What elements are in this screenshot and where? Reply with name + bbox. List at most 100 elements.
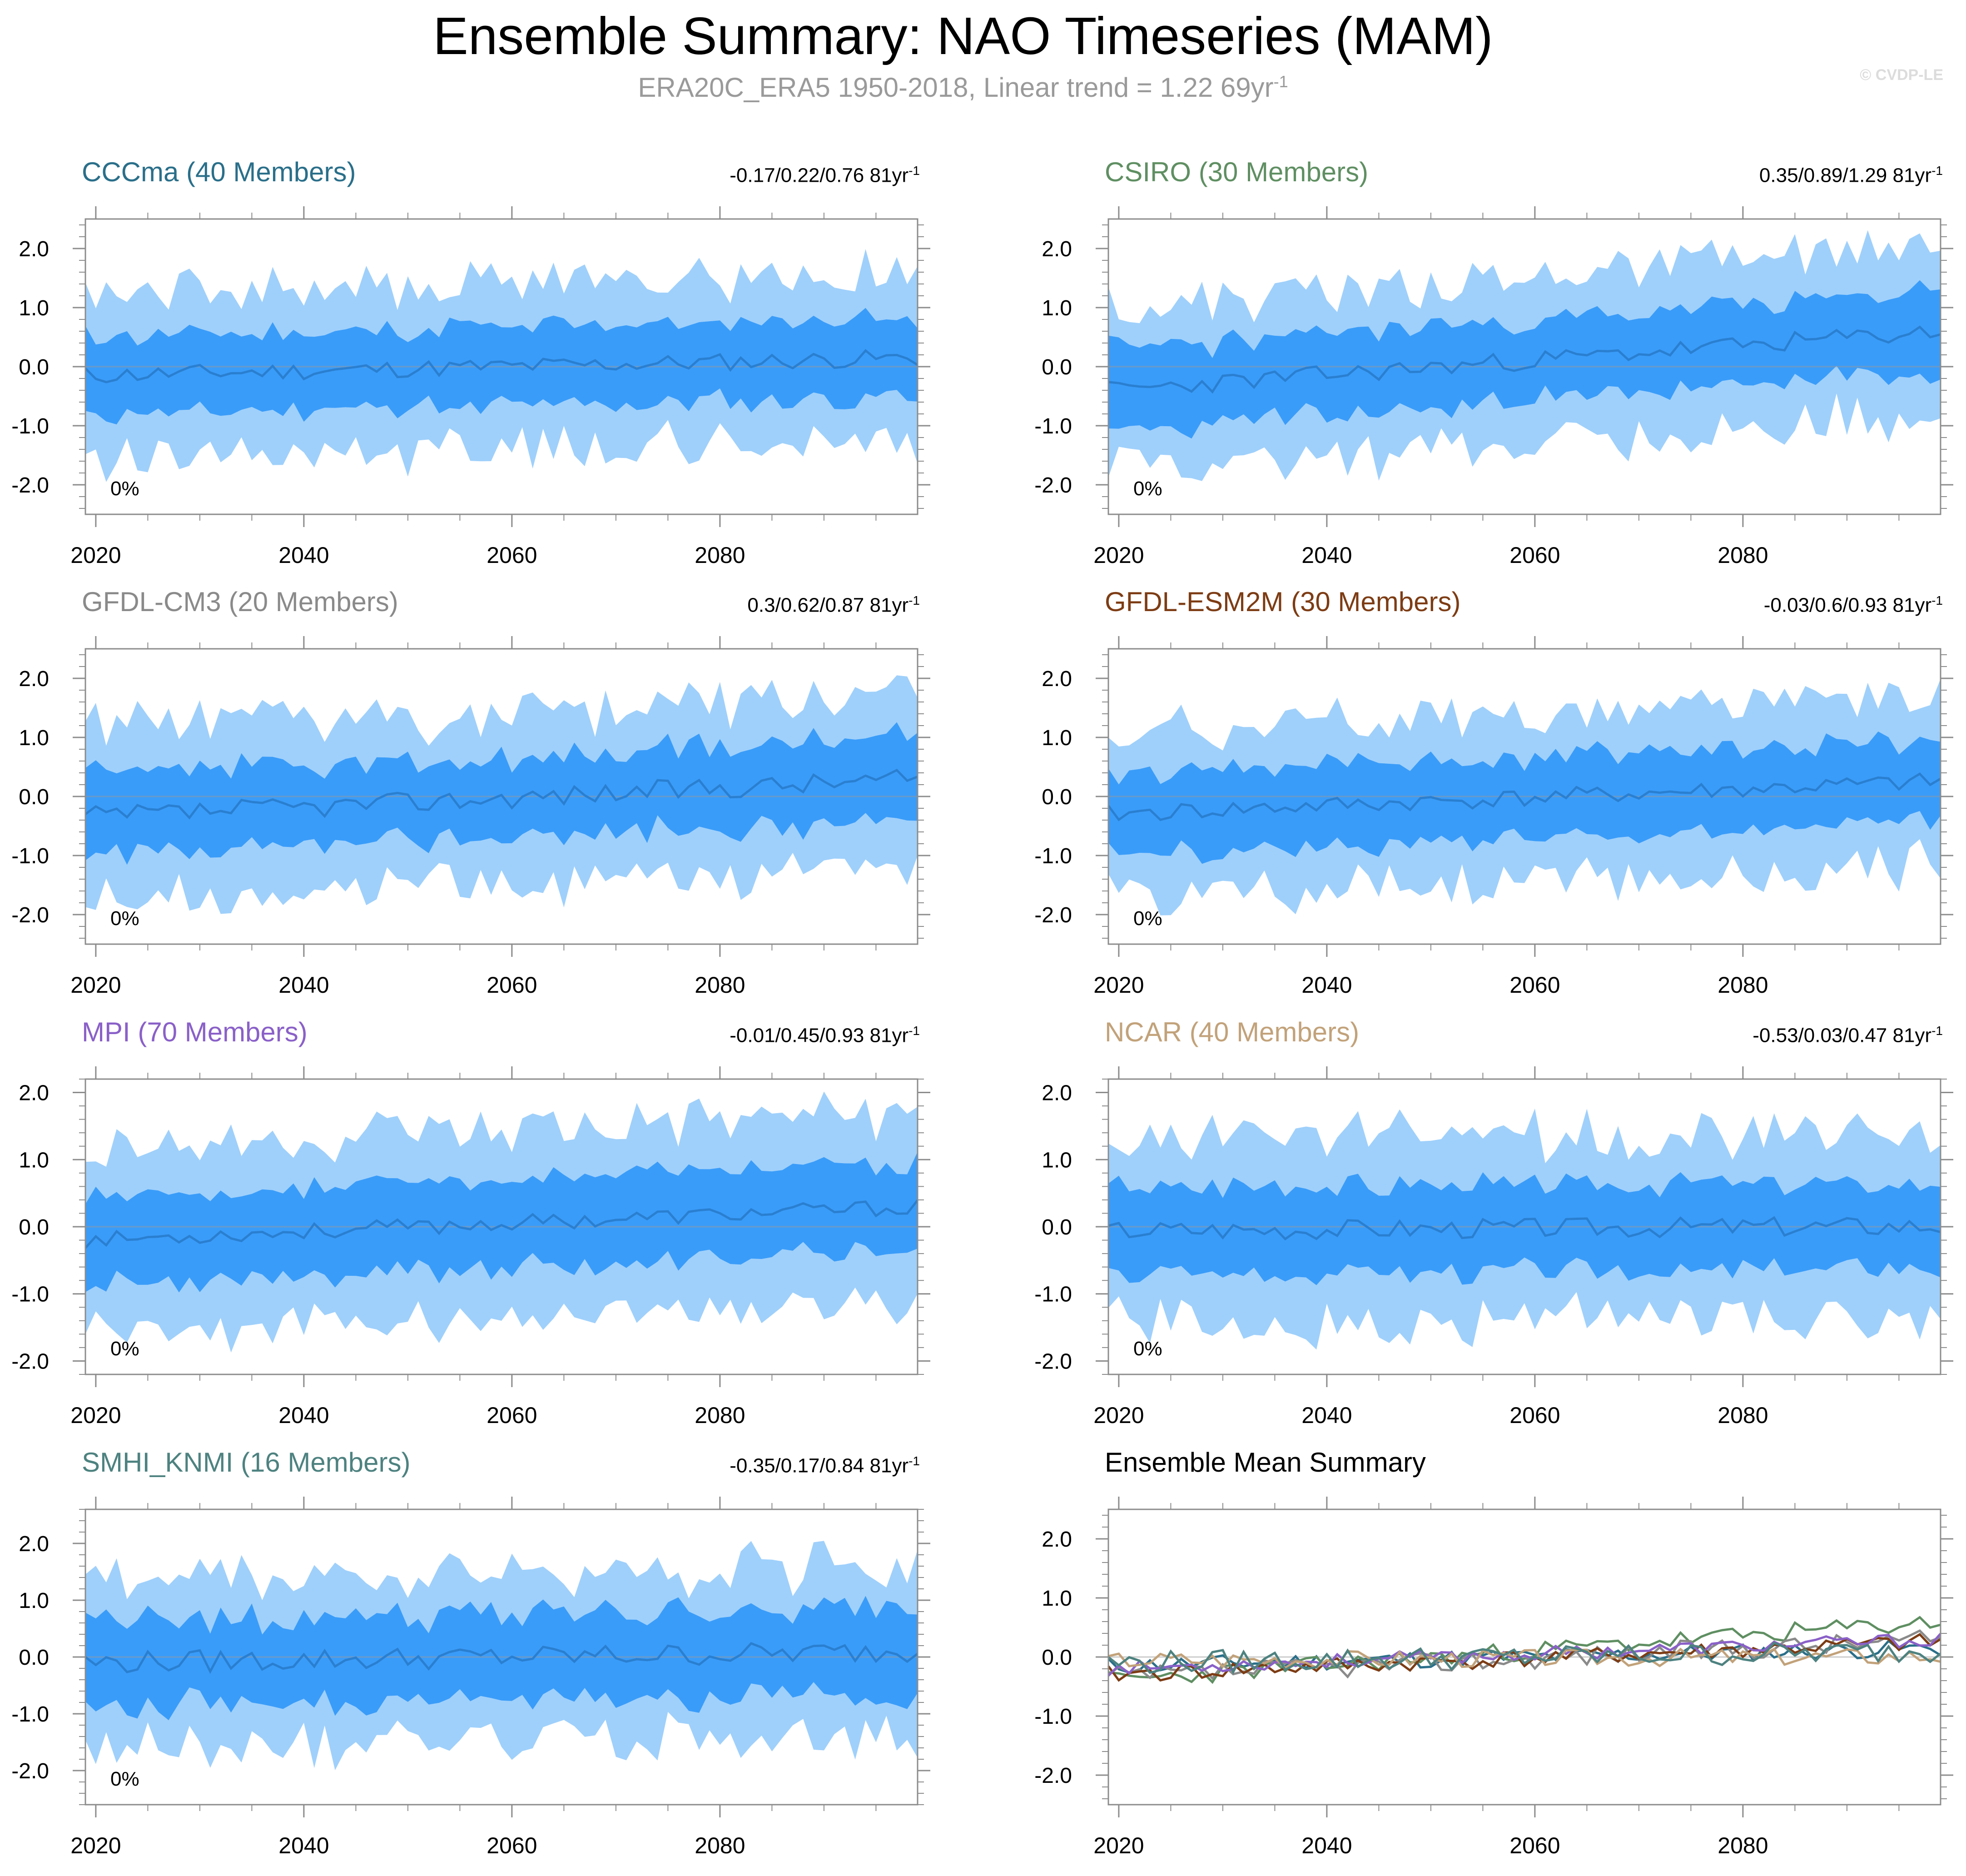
- y-tick-label: 2.0: [1042, 667, 1072, 691]
- panel-stat-exponent: -1: [909, 593, 920, 607]
- percent-label: 0%: [110, 907, 139, 930]
- x-tick-label: 2060: [487, 1833, 537, 1858]
- chart-panel-3: 0% 2.0 1.0 0.0 -1.0 -2.0 2020 2040 2060 2080: [11, 636, 930, 998]
- x-tick-label: 2060: [487, 542, 537, 568]
- y-tick-label: 1.0: [1042, 1587, 1072, 1611]
- y-tick-label: 0.0: [19, 355, 49, 379]
- x-tick-label: 2020: [70, 1833, 121, 1858]
- y-tick-label: 0.0: [1042, 355, 1072, 379]
- x-tick-label: 2080: [695, 1833, 745, 1858]
- y-tick-label: -2.0: [11, 903, 49, 927]
- inner-spread-band: [1108, 280, 1941, 439]
- y-tick-label: 2.0: [19, 237, 49, 261]
- x-tick-label: 2020: [70, 972, 121, 998]
- y-tick-label: 0.0: [1042, 1215, 1072, 1239]
- panel-stat-1: -0.17/0.22/0.76 81yr-1: [511, 164, 920, 187]
- chart-panel-4: 0% 2.0 1.0 0.0 -1.0 -2.0 2020 2040 2060 2080: [1034, 636, 1953, 998]
- panel-stat-4: -0.03/0.6/0.93 81yr-1: [1534, 593, 1943, 617]
- x-tick-label: 2020: [1093, 1403, 1144, 1428]
- x-tick-label: 2080: [1718, 1833, 1768, 1858]
- panel-title-4: GFDL-ESM2M (30 Members): [1105, 587, 1461, 617]
- panel-stat-text: -0.53/0.03/0.47 81yr: [1753, 1024, 1932, 1047]
- x-tick-label: 2080: [695, 972, 745, 998]
- y-tick-label: -2.0: [1034, 1349, 1072, 1373]
- chart-panel-6: 0% 2.0 1.0 0.0 -1.0 -2.0 2020 2040 2060 2080: [1034, 1066, 1953, 1428]
- x-tick-label: 2060: [1509, 1403, 1560, 1428]
- percent-label: 0%: [110, 1338, 139, 1360]
- x-tick-label: 2040: [1301, 1403, 1352, 1428]
- panel-stat-exponent: -1: [909, 164, 920, 178]
- panel-title-8: Ensemble Mean Summary: [1105, 1447, 1426, 1478]
- y-tick-label: -1.0: [11, 414, 49, 438]
- inner-spread-band: [1108, 731, 1941, 864]
- y-tick-label: 1.0: [1042, 726, 1072, 750]
- panel-stat-2: 0.35/0.89/1.29 81yr-1: [1534, 164, 1943, 187]
- y-tick-label: 2.0: [19, 667, 49, 691]
- panel-stat-5: -0.01/0.45/0.93 81yr-1: [511, 1024, 920, 1047]
- x-tick-label: 2080: [1718, 972, 1768, 998]
- panel-stat-7: -0.35/0.17/0.84 81yr-1: [511, 1454, 920, 1478]
- panel-title-5: MPI (70 Members): [82, 1017, 308, 1047]
- chart-panel-5: 0% 2.0 1.0 0.0 -1.0 -2.0 2020 2040 2060 2080: [11, 1066, 930, 1428]
- y-tick-label: 2.0: [1042, 1081, 1072, 1105]
- x-tick-label: 2060: [1509, 1833, 1560, 1858]
- y-tick-label: 1.0: [1042, 296, 1072, 320]
- x-tick-label: 2020: [1093, 542, 1144, 568]
- panel-stat-3: 0.3/0.62/0.87 81yr-1: [511, 593, 920, 617]
- y-tick-label: 1.0: [1042, 1148, 1072, 1172]
- panel-stat-exponent: -1: [1931, 593, 1943, 607]
- y-tick-label: -2.0: [11, 1349, 49, 1373]
- percent-label: 0%: [1133, 1338, 1162, 1360]
- y-tick-label: -2.0: [11, 473, 49, 498]
- chart-panel-2: 0% 2.0 1.0 0.0 -1.0 -2.0 2020 2040 2060 2080: [1034, 206, 1953, 568]
- panel-stat-exponent: -1: [909, 1024, 920, 1038]
- panel-title-7: SMHI_KNMI (16 Members): [82, 1447, 411, 1478]
- inner-spread-band: [85, 1152, 918, 1293]
- panel-stat-text: -0.17/0.22/0.76 81yr: [730, 164, 909, 187]
- y-tick-label: 1.0: [19, 1148, 49, 1172]
- x-tick-label: 2040: [278, 972, 329, 998]
- panel-stat-text: 0.3/0.62/0.87 81yr: [747, 594, 909, 617]
- series-line-mpi: [1107, 1632, 1941, 1677]
- x-tick-label: 2060: [1509, 972, 1560, 998]
- ensemble-mean-line: [84, 1642, 918, 1674]
- y-tick-label: -2.0: [1034, 903, 1072, 927]
- percent-label: 0%: [110, 1768, 139, 1790]
- y-tick-label: 0.0: [1042, 785, 1072, 809]
- chart-panel-7: 0% 2.0 1.0 0.0 -1.0 -2.0 2020 2040 2060 2080: [11, 1497, 930, 1858]
- ensemble-mean-line: [1107, 772, 1941, 821]
- y-tick-label: 0.0: [19, 1215, 49, 1239]
- y-tick-label: 2.0: [19, 1081, 49, 1105]
- panel-stat-text: 0.35/0.89/1.29 81yr: [1759, 164, 1932, 187]
- y-tick-label: -1.0: [1034, 844, 1072, 868]
- y-tick-label: 2.0: [19, 1532, 49, 1556]
- y-tick-label: 0.0: [1042, 1646, 1072, 1670]
- y-tick-label: 1.0: [19, 1589, 49, 1613]
- ensemble-mean-line: [1108, 1216, 1941, 1241]
- x-tick-label: 2040: [278, 1833, 329, 1858]
- y-tick-label: 1.0: [19, 726, 49, 750]
- x-tick-label: 2080: [1718, 542, 1768, 568]
- series-line-smhi_knmi: [1107, 1641, 1941, 1675]
- x-tick-label: 2040: [1301, 972, 1352, 998]
- x-tick-label: 2080: [695, 542, 745, 568]
- x-tick-label: 2080: [695, 1403, 745, 1428]
- x-tick-label: 2020: [1093, 972, 1144, 998]
- inner-spread-band: [85, 722, 918, 865]
- y-tick-label: -1.0: [1034, 414, 1072, 438]
- x-tick-label: 2020: [70, 542, 121, 568]
- x-tick-label: 2040: [278, 542, 329, 568]
- y-tick-label: -1.0: [1034, 1283, 1072, 1307]
- y-tick-label: -1.0: [11, 1283, 49, 1307]
- x-tick-label: 2020: [70, 1403, 121, 1428]
- panel-stat-exponent: -1: [1931, 1024, 1943, 1038]
- chart-panel-8: 2.0 1.0 0.0 -1.0 -2.0 2020 2040 2060 2080: [1034, 1497, 1953, 1858]
- panel-title-1: CCCma (40 Members): [82, 157, 356, 187]
- y-tick-label: 0.0: [19, 785, 49, 809]
- figure-subtitle: ERA20C_ERA5 1950-2018, Linear trend = 1.…: [0, 72, 1926, 103]
- y-tick-label: -2.0: [1034, 473, 1072, 498]
- y-tick-label: -2.0: [1034, 1764, 1072, 1788]
- percent-label: 0%: [1133, 907, 1162, 930]
- y-tick-label: -1.0: [1034, 1705, 1072, 1729]
